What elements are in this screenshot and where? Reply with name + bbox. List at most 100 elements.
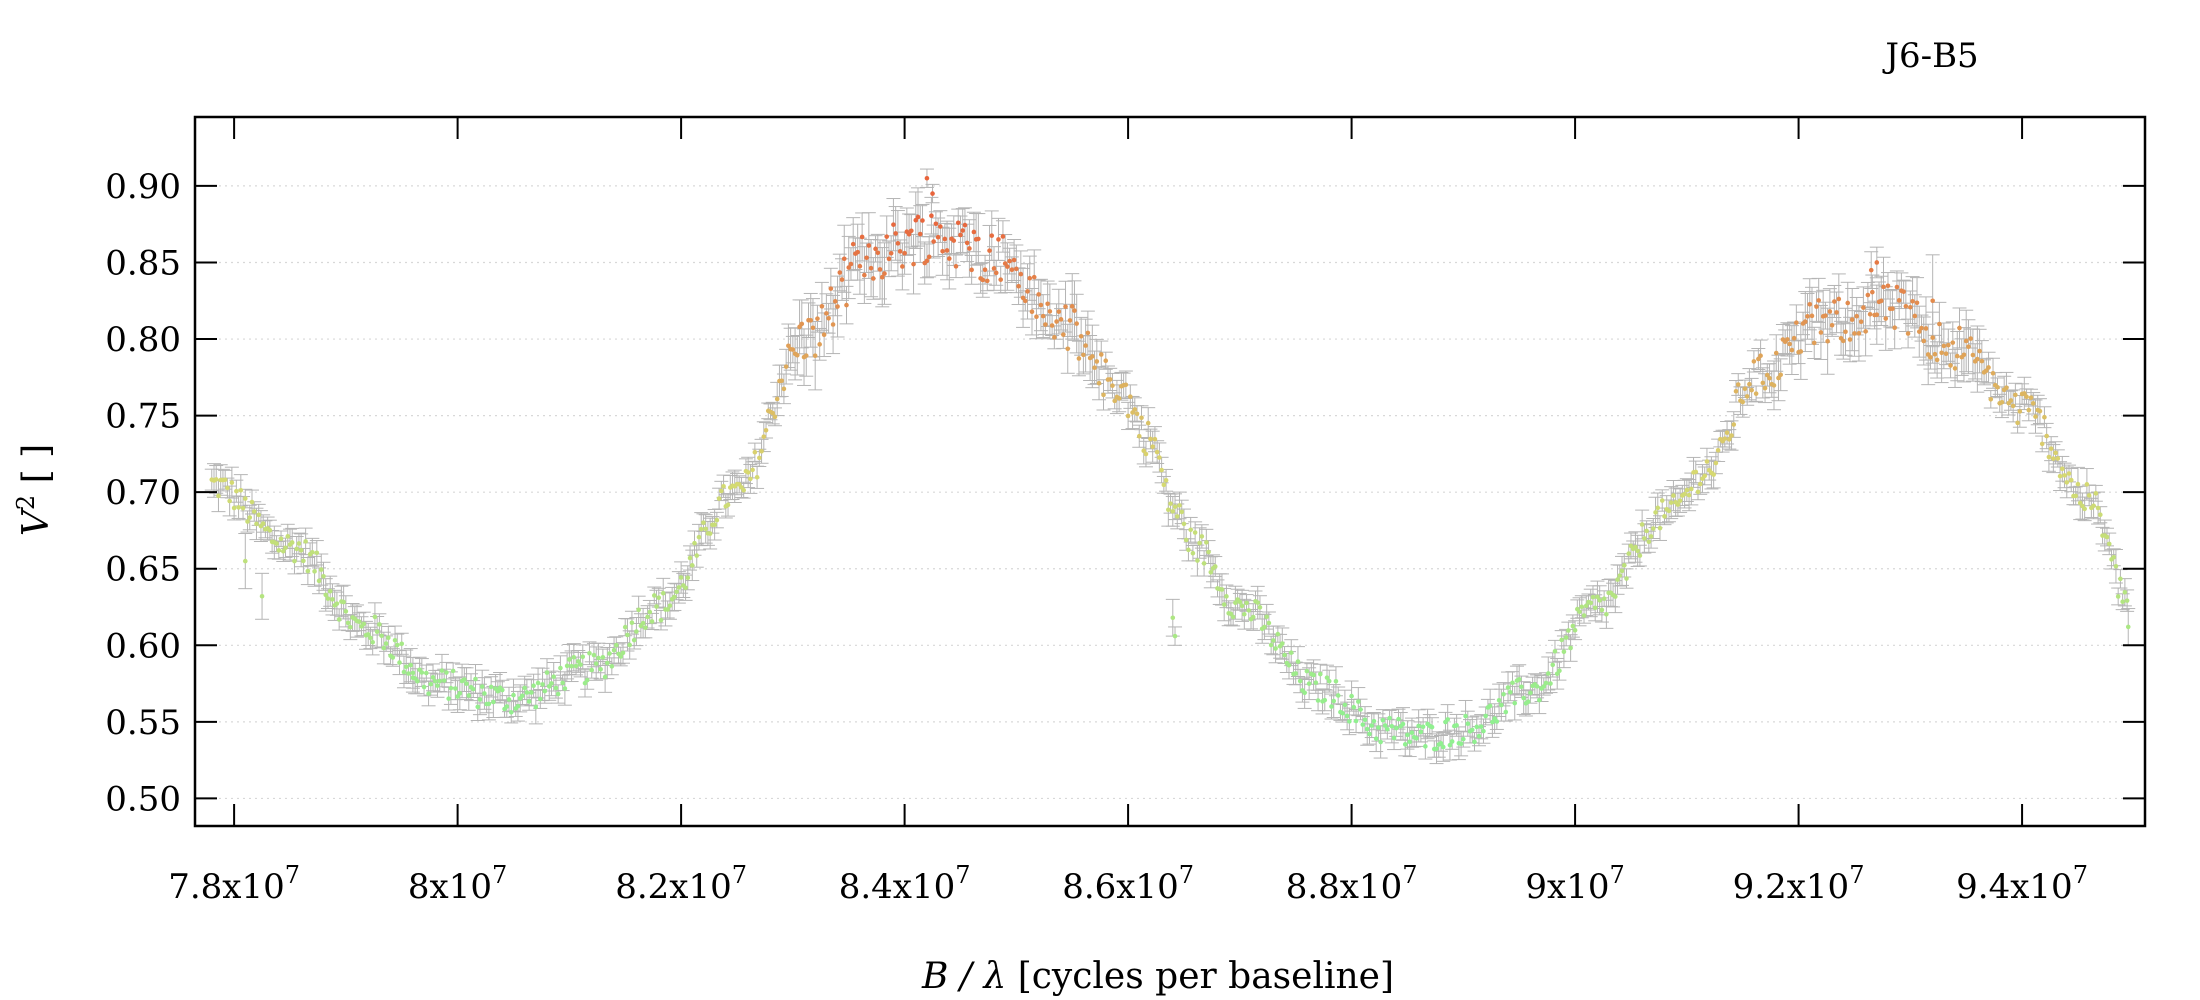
- data-point: [1369, 723, 1375, 728]
- data-point: [591, 652, 597, 658]
- data-point: [1811, 340, 1817, 346]
- data-point: [1025, 289, 1030, 294]
- data-point: [1159, 467, 1164, 473]
- data-point: [524, 690, 530, 695]
- data-point: [1805, 314, 1810, 319]
- data-point: [1521, 695, 1526, 701]
- data-point: [951, 238, 957, 243]
- data-point: [1988, 397, 1994, 402]
- y-axis-variable: V: [16, 506, 57, 536]
- data-point: [1461, 736, 1466, 742]
- data-point: [325, 596, 331, 601]
- data-point: [1036, 292, 1041, 297]
- data-point: [2122, 589, 2128, 595]
- data-point: [386, 635, 391, 641]
- data-point: [862, 272, 867, 278]
- data-point: [1179, 509, 1185, 515]
- data-point: [826, 315, 831, 321]
- data-point: [1143, 451, 1149, 457]
- data-point: [1400, 721, 1406, 727]
- data-point: [859, 234, 865, 240]
- data-point: [1009, 267, 1015, 273]
- x-tick-label: 9x107: [1525, 861, 1624, 907]
- data-point: [1306, 681, 1312, 686]
- data-point: [571, 654, 577, 660]
- data-point: [1148, 436, 1153, 442]
- data-point: [462, 677, 467, 682]
- data-point: [2039, 441, 2045, 447]
- data-point: [1845, 300, 1851, 306]
- plot-frame: [193, 115, 2147, 828]
- data-point: [336, 617, 342, 622]
- x-axis-label: B / λ [cycles per baseline]: [921, 956, 1394, 997]
- data-point: [2125, 624, 2131, 630]
- error-bars: [204, 168, 2136, 765]
- x-tick-mantissa: 8.4x10: [839, 867, 956, 907]
- data-point: [1324, 675, 1330, 680]
- data-point: [1939, 350, 1944, 356]
- data-point: [301, 558, 306, 564]
- data-point: [759, 449, 764, 454]
- y-tick-label: 0.50: [105, 779, 181, 819]
- data-point: [678, 575, 684, 580]
- data-point: [848, 261, 854, 267]
- data-point: [640, 620, 646, 626]
- data-point: [694, 553, 700, 558]
- data-point: [1726, 437, 1732, 442]
- axis-ticks: [195, 117, 2145, 826]
- data-point: [783, 364, 789, 369]
- data-point: [1496, 697, 1502, 703]
- data-point: [1501, 691, 1506, 697]
- data-point: [1005, 264, 1010, 269]
- data-point: [2015, 420, 2020, 426]
- data-point: [750, 467, 755, 473]
- data-point: [649, 619, 655, 624]
- data-point: [2091, 503, 2096, 509]
- data-point: [654, 604, 659, 609]
- data-point: [1190, 550, 1196, 556]
- data-point: [596, 655, 601, 661]
- data-point: [1834, 310, 1839, 315]
- data-point: [1528, 690, 1533, 696]
- data-point: [1507, 689, 1513, 695]
- data-point: [1239, 603, 1245, 609]
- data-point: [1704, 459, 1710, 464]
- data-point: [1557, 668, 1562, 674]
- data-point: [1979, 358, 1985, 364]
- data-point: [1326, 678, 1332, 684]
- data-point: [1172, 633, 1178, 639]
- data-point: [2060, 466, 2065, 472]
- data-point: [549, 681, 554, 686]
- data-point: [1060, 332, 1066, 337]
- data-point: [913, 217, 919, 223]
- data-point: [1731, 422, 1737, 427]
- data-point: [1494, 719, 1500, 724]
- data-point: [1644, 528, 1649, 534]
- x-axis-variable: B / λ: [921, 956, 1006, 997]
- data-point: [1128, 394, 1133, 399]
- data-point: [1393, 725, 1399, 731]
- data-point: [967, 246, 972, 251]
- x-axis-unit: [cycles per baseline]: [1006, 956, 1394, 997]
- data-point: [1069, 304, 1075, 309]
- data-point: [795, 352, 800, 358]
- data-point: [1919, 325, 1924, 331]
- data-point: [1347, 719, 1352, 724]
- data-point: [875, 250, 881, 256]
- data-point: [1559, 637, 1564, 643]
- data-point: [401, 669, 407, 675]
- data-point: [1123, 382, 1129, 388]
- data-point: [1081, 352, 1086, 358]
- data-point: [1074, 321, 1079, 326]
- data-point: [1693, 469, 1699, 475]
- data-point: [296, 541, 302, 546]
- data-point: [1583, 603, 1589, 609]
- data-point: [285, 534, 291, 539]
- data-point: [2104, 534, 2110, 540]
- y-axis-exponent: 2: [12, 495, 40, 510]
- data-point: [321, 573, 326, 579]
- data-point: [1785, 337, 1790, 342]
- data-point: [1474, 724, 1480, 730]
- data-point: [1282, 652, 1287, 658]
- data-point: [323, 592, 329, 598]
